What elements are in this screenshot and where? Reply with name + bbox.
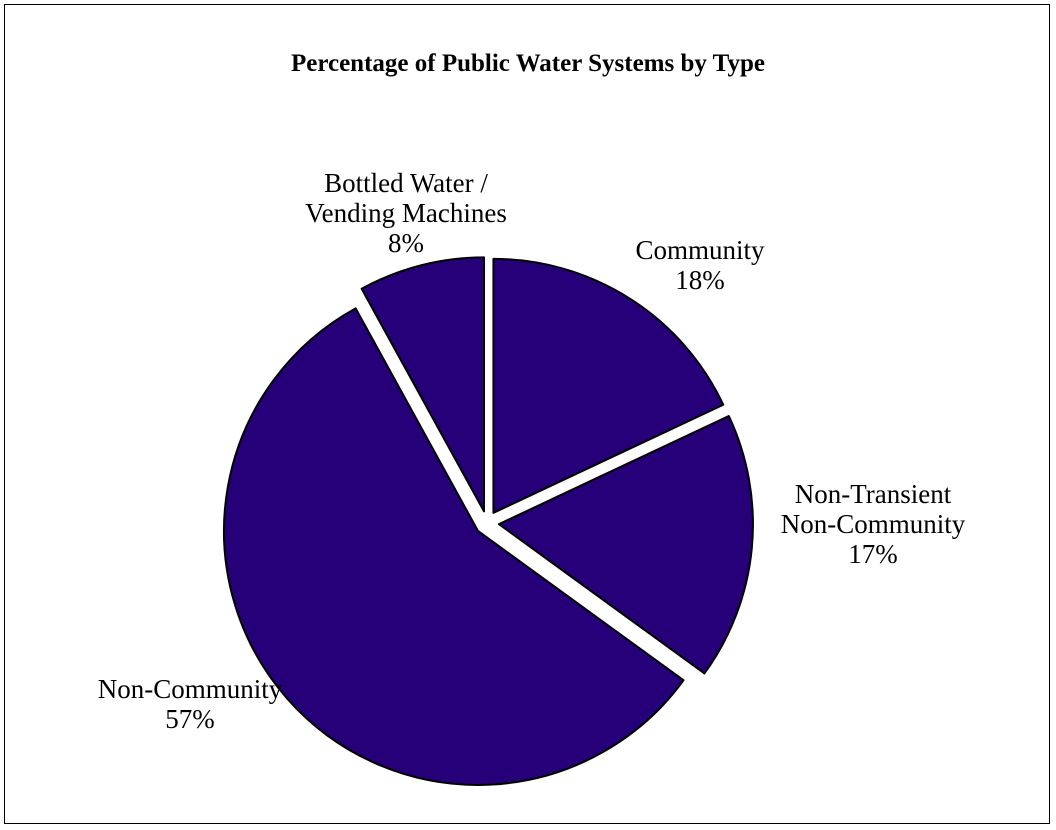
pie-slice-bottled-water-vending-machines bbox=[360, 256, 486, 513]
slice-label-non-community: Non-Community 57% bbox=[98, 674, 283, 734]
slice-label-non-transient-non-community: Non-Transient Non-Community 17% bbox=[781, 479, 966, 569]
slice-label-community: Community 18% bbox=[635, 235, 765, 295]
slice-label-bottled-water-vending-machines: Bottled Water / Vending Machines 8% bbox=[305, 168, 507, 258]
pie-slice-community bbox=[492, 257, 725, 514]
chart-title: Percentage of Public Water Systems by Ty… bbox=[290, 50, 766, 77]
pie-slice-non-community bbox=[223, 307, 685, 786]
pie-slice-non-transient-non-community bbox=[497, 414, 754, 675]
